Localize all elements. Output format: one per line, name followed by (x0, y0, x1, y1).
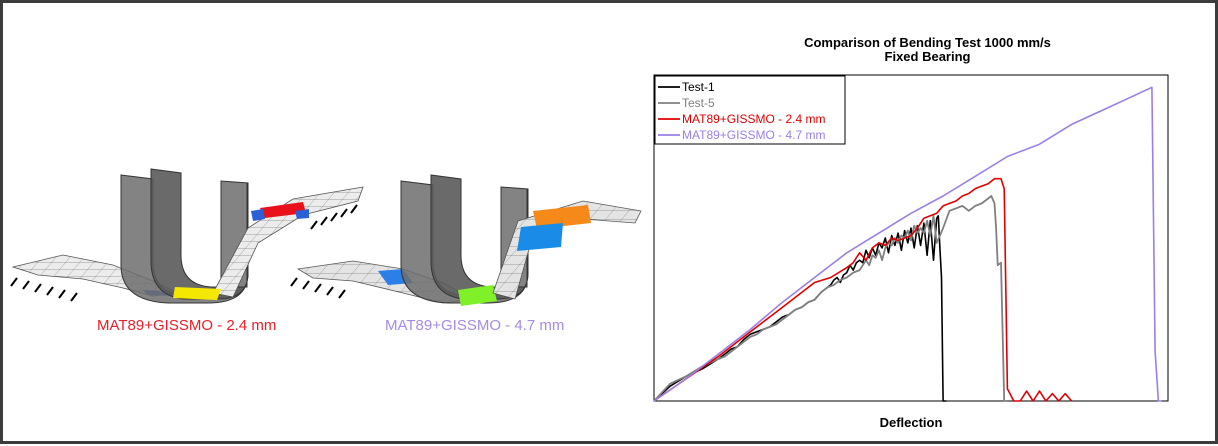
series-line-2 (653, 195, 1008, 402)
model-4-7mm (290, 174, 642, 306)
legend-label-2: Test-5 (682, 96, 715, 110)
element-highlight-blue-5 (517, 223, 563, 251)
legend-label-3: MAT89+GISSMO - 2.4 mm (682, 112, 825, 126)
chart-panel: Comparison of Bending Test 1000 mm/s Fix… (640, 3, 1215, 441)
model-2-4mm (10, 168, 364, 304)
legend: Test-1 Test-5 MAT89+GISSMO - 2.4 mm MAT89+G… (654, 75, 846, 145)
punch-front (150, 168, 249, 300)
support-hatch-right (310, 204, 358, 230)
simulation-panel: MAT89+GISSMO - 2.4 mm MAT89+GISSMO - 4.7… (3, 3, 643, 441)
simulation-illustration (10, 168, 642, 306)
element-highlight-blue-2 (251, 209, 265, 221)
support-hatch-left-2 (290, 277, 346, 299)
series-line-3 (653, 177, 1073, 402)
chart-title: Comparison of Bending Test 1000 mm/s (804, 35, 1051, 50)
punch-front-2 (430, 174, 529, 300)
element-highlight-yellow (173, 287, 221, 300)
support-hatch-left (10, 277, 78, 302)
legend-label-4: MAT89+GISSMO - 4.7 mm (682, 128, 825, 142)
element-highlight-red (260, 202, 306, 218)
chart-subtitle: Fixed Bearing (884, 49, 971, 64)
simulation-label-4-7mm: MAT89+GISSMO - 4.7 mm (385, 317, 565, 334)
series-line-1 (653, 215, 947, 402)
simulation-label-2-4mm: MAT89+GISSMO - 2.4 mm (97, 317, 277, 334)
x-axis-label: Deflection (880, 415, 943, 430)
element-highlight-orange (533, 205, 591, 229)
series-line-4 (653, 86, 1162, 402)
element-highlight-green (458, 285, 497, 306)
chart-plot: Test-1 Test-5 MAT89+GISSMO - 2.4 mm MAT89+G… (653, 74, 1169, 430)
legend-label-1: Test-1 (682, 80, 715, 94)
series-layer (653, 86, 1162, 402)
element-highlight-blue-3 (295, 209, 309, 219)
legend-box (654, 75, 846, 145)
